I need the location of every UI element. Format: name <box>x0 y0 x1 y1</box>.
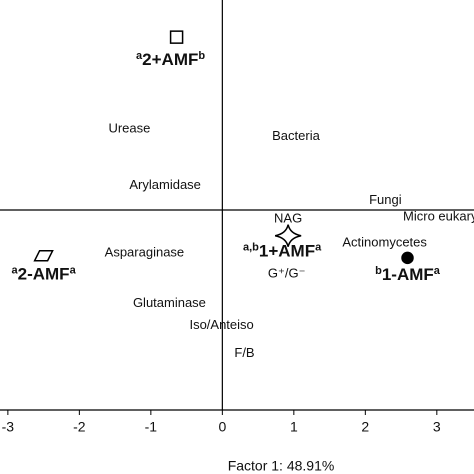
variable-label: Urease <box>108 121 150 136</box>
variable-label: Glutaminase <box>133 295 206 310</box>
x-tick-label: -3 <box>2 419 15 435</box>
x-tick-label: -2 <box>73 419 86 435</box>
x-tick-label: 1 <box>290 419 298 435</box>
variable-label: NAG <box>274 211 302 226</box>
x-tick-label: 3 <box>433 419 441 435</box>
label-main: 2-AMF <box>18 265 70 284</box>
treatment-marker <box>401 251 414 265</box>
label-main: 2+AMF <box>142 51 198 70</box>
variable-label: Iso/Anteiso <box>189 317 253 332</box>
variable-label: Micro eukaryotes <box>403 209 474 224</box>
treatment-label: b1-AMFa <box>375 265 441 285</box>
variable-label: Asparaginase <box>105 244 185 259</box>
label-prefix: a,b <box>243 242 259 254</box>
label-main: 1-AMF <box>382 265 434 284</box>
variable-label: Actinomycetes <box>342 234 427 249</box>
x-tick-label: -1 <box>145 419 158 435</box>
treatment-marker <box>169 30 184 44</box>
label-suffix: a <box>315 242 322 254</box>
treatment-label: a,b1+AMFa <box>243 242 322 262</box>
treatment-marker <box>33 249 54 262</box>
variable-label: F/B <box>234 345 254 360</box>
label-suffix: a <box>70 265 77 277</box>
treatment-marker <box>274 224 302 247</box>
treatment-label: a2+AMFb <box>136 50 205 70</box>
label-suffix: a <box>434 265 441 277</box>
variable-label: G⁺/G⁻ <box>268 266 306 281</box>
x-axis-label: Factor 1: 48.91% <box>228 458 335 474</box>
label-prefix: b <box>375 265 382 277</box>
label-prefix: a <box>136 50 143 62</box>
variable-label: Fungi <box>369 192 402 207</box>
label-suffix: b <box>198 50 205 62</box>
label-prefix: a <box>12 265 19 277</box>
x-tick-label: 0 <box>218 419 226 435</box>
treatment-label: a2-AMFa <box>12 265 77 285</box>
variable-label: Bacteria <box>272 128 320 143</box>
variable-label: Arylamidase <box>129 177 201 192</box>
label-main: 1+AMF <box>259 242 315 261</box>
x-tick-label: 2 <box>361 419 369 435</box>
